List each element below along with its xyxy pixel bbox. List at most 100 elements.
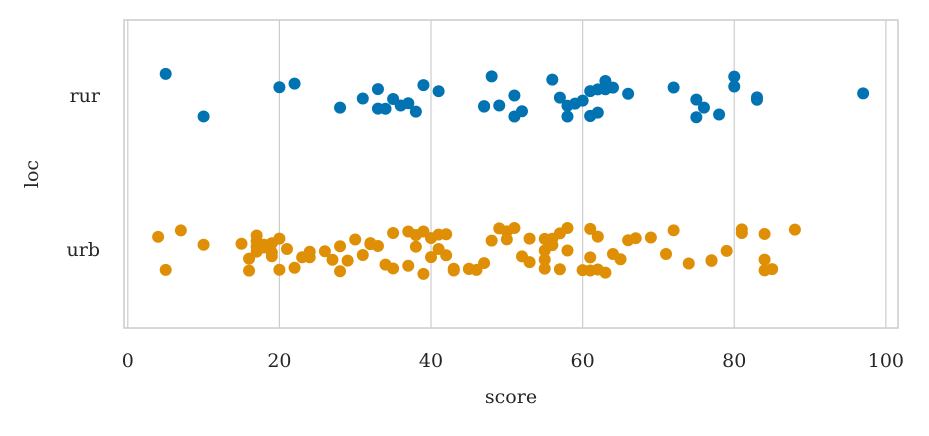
- point: [273, 81, 286, 94]
- point: [857, 87, 870, 100]
- point: [273, 232, 286, 245]
- point: [591, 230, 604, 243]
- point: [485, 234, 498, 247]
- point: [538, 262, 551, 275]
- y-tick-label: urb: [67, 239, 100, 261]
- point: [478, 257, 491, 270]
- point: [432, 85, 445, 98]
- point: [508, 221, 521, 234]
- point: [265, 250, 278, 263]
- point: [713, 108, 726, 121]
- point: [622, 87, 635, 100]
- point: [584, 251, 597, 264]
- point: [440, 249, 453, 262]
- x-tick-label: 60: [571, 350, 595, 372]
- point: [159, 67, 172, 80]
- point: [576, 94, 589, 107]
- point: [409, 105, 422, 118]
- x-axis-label: score: [485, 386, 537, 408]
- point: [280, 243, 293, 256]
- point: [766, 263, 779, 276]
- point: [690, 93, 703, 106]
- point: [758, 227, 771, 240]
- point: [515, 105, 528, 118]
- point: [546, 239, 559, 252]
- point: [387, 262, 400, 275]
- point: [660, 247, 673, 260]
- point: [735, 226, 748, 239]
- point: [788, 223, 801, 236]
- point: [758, 253, 771, 266]
- point: [561, 222, 574, 235]
- point: [523, 256, 536, 269]
- point: [728, 70, 741, 83]
- y-tick-label: rur: [70, 85, 101, 107]
- point: [561, 244, 574, 257]
- point: [629, 232, 642, 245]
- point: [561, 110, 574, 123]
- point: [288, 77, 301, 90]
- point: [174, 224, 187, 237]
- plot-area: [124, 20, 898, 328]
- point: [728, 80, 741, 93]
- point: [379, 102, 392, 115]
- point: [273, 263, 286, 276]
- point: [750, 91, 763, 104]
- point: [425, 251, 438, 264]
- point: [243, 252, 256, 265]
- point: [356, 92, 369, 105]
- point: [705, 254, 718, 267]
- x-tick-label: 100: [868, 350, 904, 372]
- point: [235, 237, 248, 250]
- point: [591, 106, 604, 119]
- point: [553, 263, 566, 276]
- point: [159, 263, 172, 276]
- point: [288, 261, 301, 274]
- point: [614, 253, 627, 266]
- point: [356, 249, 369, 262]
- point: [720, 244, 733, 257]
- point: [485, 70, 498, 83]
- point: [667, 224, 680, 237]
- point: [341, 254, 354, 267]
- point: [334, 240, 347, 253]
- x-tick-label: 20: [267, 350, 291, 372]
- point: [538, 253, 551, 266]
- point: [417, 79, 430, 92]
- point: [667, 81, 680, 94]
- point: [402, 97, 415, 110]
- point: [508, 89, 521, 102]
- point: [243, 264, 256, 277]
- point: [326, 253, 339, 266]
- point: [606, 81, 619, 94]
- plot-frame: [123, 19, 899, 329]
- point: [334, 101, 347, 114]
- point: [417, 267, 430, 280]
- point: [447, 262, 460, 275]
- point: [318, 245, 331, 258]
- point: [697, 101, 710, 114]
- x-tick-label: 40: [419, 350, 443, 372]
- point: [152, 230, 165, 243]
- point: [584, 222, 597, 235]
- point: [523, 232, 536, 245]
- point: [493, 99, 506, 112]
- x-tick-label: 0: [122, 350, 134, 372]
- point: [690, 111, 703, 124]
- point: [682, 257, 695, 270]
- point: [546, 73, 559, 86]
- point: [402, 259, 415, 272]
- point: [440, 228, 453, 241]
- point: [349, 233, 362, 246]
- point: [409, 240, 422, 253]
- point: [599, 266, 612, 279]
- point: [478, 100, 491, 113]
- point: [387, 227, 400, 240]
- point: [334, 265, 347, 278]
- point: [553, 91, 566, 104]
- point: [371, 239, 384, 252]
- y-axis-label: loc: [21, 160, 43, 188]
- x-tick-label: 80: [722, 350, 746, 372]
- point: [197, 110, 210, 123]
